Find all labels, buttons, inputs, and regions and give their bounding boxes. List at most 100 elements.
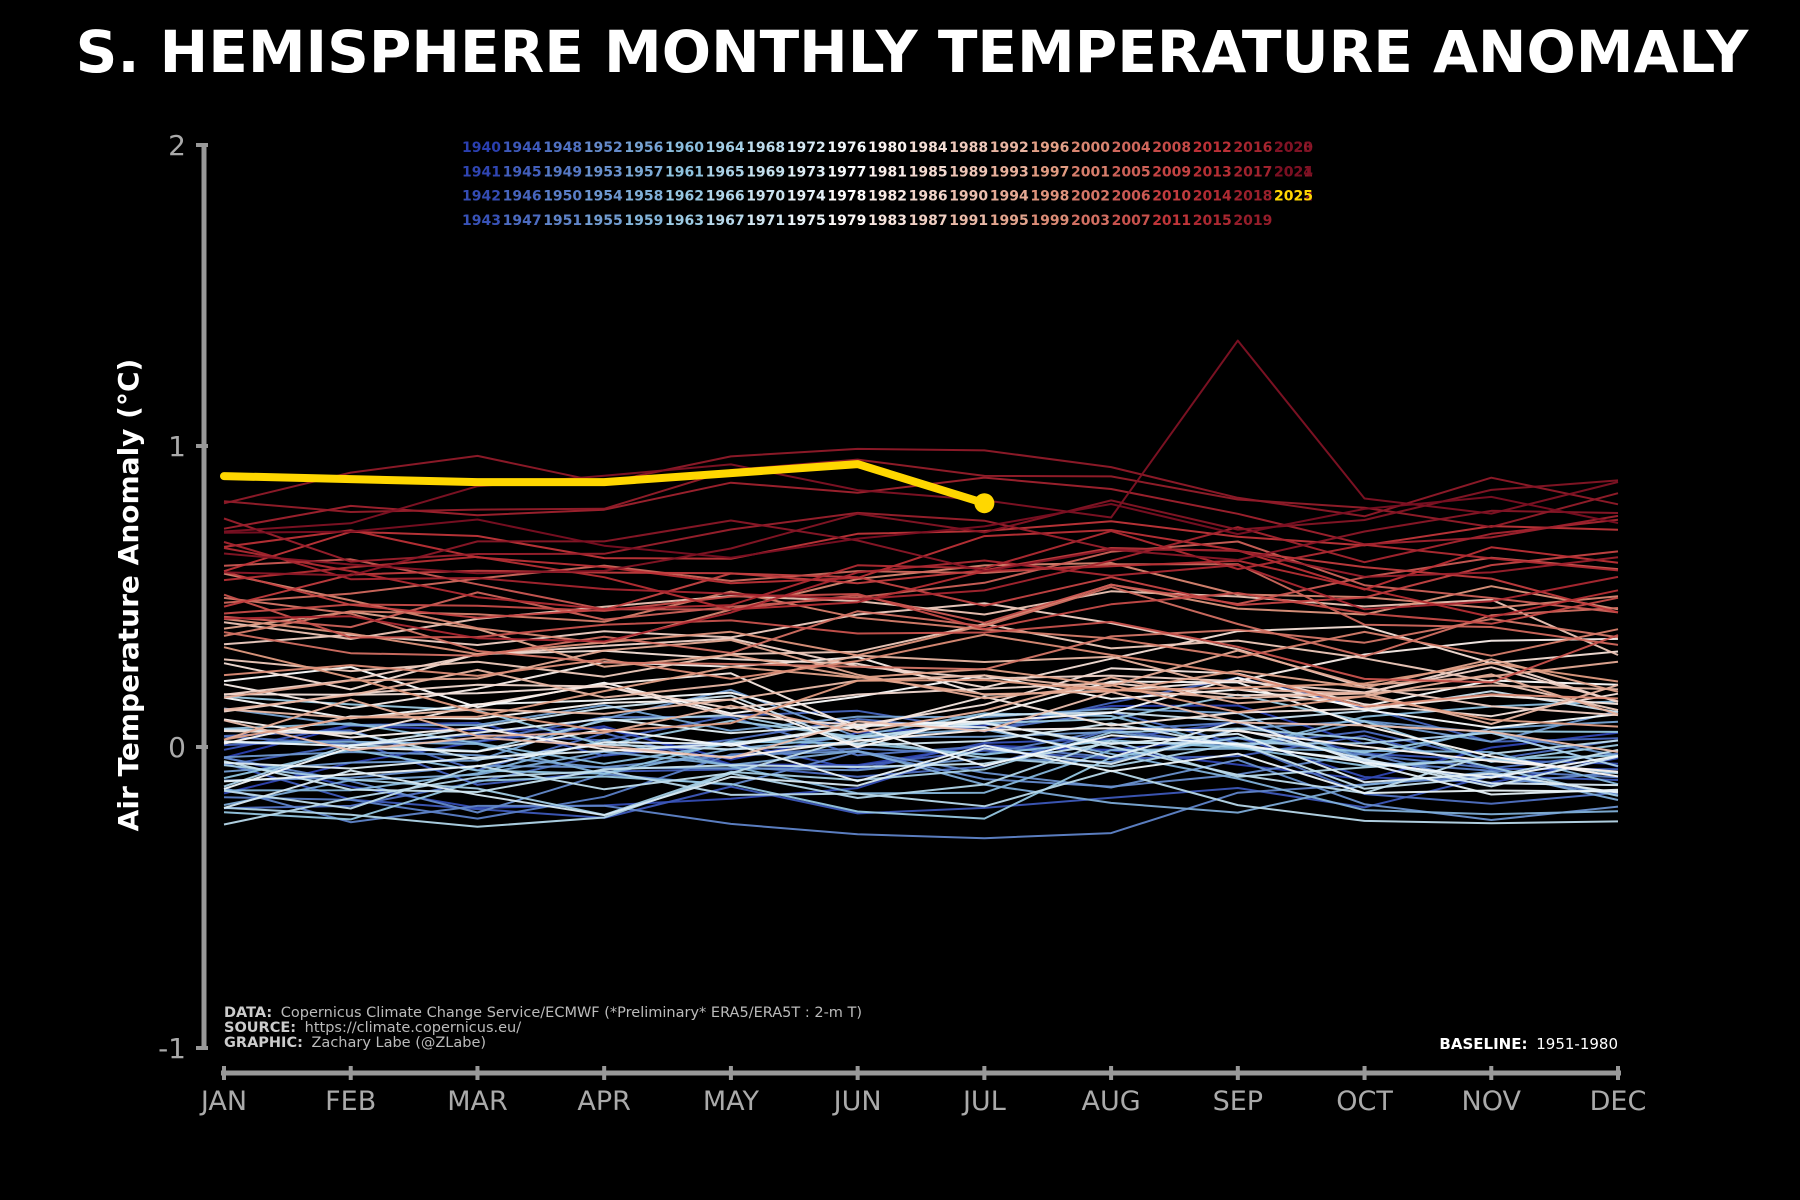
y-axis-label: Air Temperature Anomaly (°C) — [112, 359, 145, 832]
legend-year-1988: 1988 — [949, 140, 988, 156]
legend-year-1994: 1994 — [990, 189, 1029, 205]
series-line-2008 — [223, 592, 1619, 631]
legend-year-1955: 1955 — [584, 213, 623, 229]
legend: 1940 1941 1942 1943 1944 1945 1946 1947 1948 1949… — [462, 140, 1313, 229]
legend-year-2022: 2022 — [1274, 189, 1313, 205]
legend-year-1962: 1962 — [665, 189, 704, 205]
legend-year-1942: 1942 — [462, 189, 501, 205]
legend-year-1970: 1970 — [746, 189, 785, 205]
legend-year-1947: 1947 — [503, 213, 542, 229]
series-line-1941 — [223, 725, 1619, 795]
legend-year-2003: 2003 — [1071, 213, 1110, 229]
y-tick-label: -1 — [158, 1032, 186, 1065]
legend-year-2021: 2021 — [1274, 164, 1313, 180]
legend-year-1958: 1958 — [624, 189, 663, 205]
series-line-2005 — [223, 540, 1619, 629]
legend-year-1960: 1960 — [665, 140, 704, 156]
series-line-2006 — [223, 556, 1619, 624]
legend-year-2014: 2014 — [1193, 189, 1232, 205]
legend-year-1989: 1989 — [949, 164, 988, 180]
highlight-endpoint-marker — [974, 493, 995, 514]
x-tick-label: MAR — [447, 1086, 508, 1117]
legend-year-2023: 2023 — [1274, 140, 1313, 156]
legend-year-1964: 1964 — [706, 140, 745, 156]
legend-year-1972: 1972 — [787, 140, 826, 156]
legend-year-1949: 1949 — [543, 164, 582, 180]
legend-year-2004: 2004 — [1112, 140, 1151, 156]
series-line-1990 — [223, 690, 1619, 759]
legend-year-2018: 2018 — [1233, 189, 1272, 205]
legend-year-1945: 1945 — [503, 164, 542, 180]
credit-graphic-label: GRAPHIC: — [224, 1035, 303, 1051]
series-line-2023 — [223, 339, 1619, 533]
series-line-1959 — [223, 738, 1619, 795]
legend-year-2011: 2011 — [1152, 213, 1191, 229]
series-line-2020 — [223, 447, 1619, 518]
x-tick-label: NOV — [1462, 1086, 1522, 1117]
credit-data: DATA: Copernicus Climate Change Service/… — [224, 1005, 862, 1021]
credit-data-label: DATA: — [224, 1005, 272, 1021]
legend-year-1974: 1974 — [787, 189, 826, 205]
legend-year-1976: 1976 — [827, 140, 866, 156]
x-tick-label: JUL — [961, 1086, 1006, 1117]
legend-year-2001: 2001 — [1071, 164, 1110, 180]
series-line-2011 — [223, 520, 1619, 573]
x-tick-label: FEB — [325, 1086, 376, 1117]
series-line-1975 — [223, 741, 1619, 795]
legend-year-1999: 1999 — [1030, 213, 1069, 229]
series-line-2001 — [223, 590, 1619, 659]
series-line-2025 — [220, 460, 989, 508]
series-line-1970 — [223, 690, 1619, 761]
legend-year-1986: 1986 — [909, 189, 948, 205]
credit-source-value: https://climate.copernicus.eu/ — [305, 1020, 522, 1036]
legend-year-2005: 2005 — [1112, 164, 1151, 180]
series-line-1988 — [223, 623, 1619, 712]
series-line-1979 — [223, 680, 1619, 778]
series-line-1972 — [223, 728, 1619, 817]
series-line-2024 — [223, 495, 1619, 559]
y-tick-label: 2 — [168, 129, 186, 162]
legend-year-1963: 1963 — [665, 213, 704, 229]
x-tick-label: SEP — [1213, 1086, 1263, 1117]
legend-year-1959: 1959 — [624, 213, 663, 229]
credit-graphic: GRAPHIC: Zachary Labe (@ZLabe) — [224, 1035, 486, 1051]
legend-year-1975: 1975 — [787, 213, 826, 229]
series-line-2018 — [223, 511, 1619, 578]
legend-year-1971: 1971 — [746, 213, 785, 229]
x-tick-label: MAY — [703, 1086, 760, 1117]
legend-year-1965: 1965 — [706, 164, 745, 180]
credits: DATA: Copernicus Climate Change Service/… — [224, 1005, 1618, 1053]
credit-data-value: Copernicus Climate Change Service/ECMWF … — [281, 1005, 862, 1021]
legend-year-1996: 1996 — [1030, 140, 1069, 156]
legend-year-1990: 1990 — [949, 189, 988, 205]
legend-year-1944: 1944 — [503, 140, 542, 156]
legend-year-1967: 1967 — [706, 213, 745, 229]
legend-year-2013: 2013 — [1193, 164, 1232, 180]
series-line-1983 — [223, 667, 1619, 727]
series-line-1989 — [223, 590, 1619, 656]
series-line-2015 — [223, 559, 1619, 643]
series-line-2012 — [223, 529, 1619, 591]
legend-year-2008: 2008 — [1152, 140, 1191, 156]
legend-year-1941: 1941 — [462, 164, 501, 180]
legend-year-1992: 1992 — [990, 140, 1029, 156]
legend-year-1979: 1979 — [827, 213, 866, 229]
legend-year-1951: 1951 — [543, 213, 582, 229]
series-line-1973 — [223, 722, 1619, 794]
series-line-2022 — [223, 479, 1619, 575]
legend-year-2007: 2007 — [1112, 213, 1151, 229]
legend-year-2010: 2010 — [1152, 189, 1191, 205]
x-tick-label: DEC — [1590, 1086, 1647, 1117]
legend-year-1981: 1981 — [868, 164, 907, 180]
credit-source: SOURCE: https://climate.copernicus.eu/ — [224, 1020, 521, 1036]
x-tick-label: JUN — [832, 1086, 882, 1117]
legend-year-1957: 1957 — [624, 164, 663, 180]
axes: -1 0 1 2 JAN FEB MAR APR MAY JUN JUL AUG SEP OCT NOV DE… — [158, 129, 1646, 1117]
legend-year-1982: 1982 — [868, 189, 907, 205]
series-line-1964 — [223, 727, 1619, 816]
series-line-1958 — [223, 728, 1619, 816]
legend-year-2025: 2025 — [1274, 189, 1313, 205]
legend-year-1993: 1993 — [990, 164, 1029, 180]
legend-year-2019: 2019 — [1233, 213, 1272, 229]
legend-year-1952: 1952 — [584, 140, 623, 156]
